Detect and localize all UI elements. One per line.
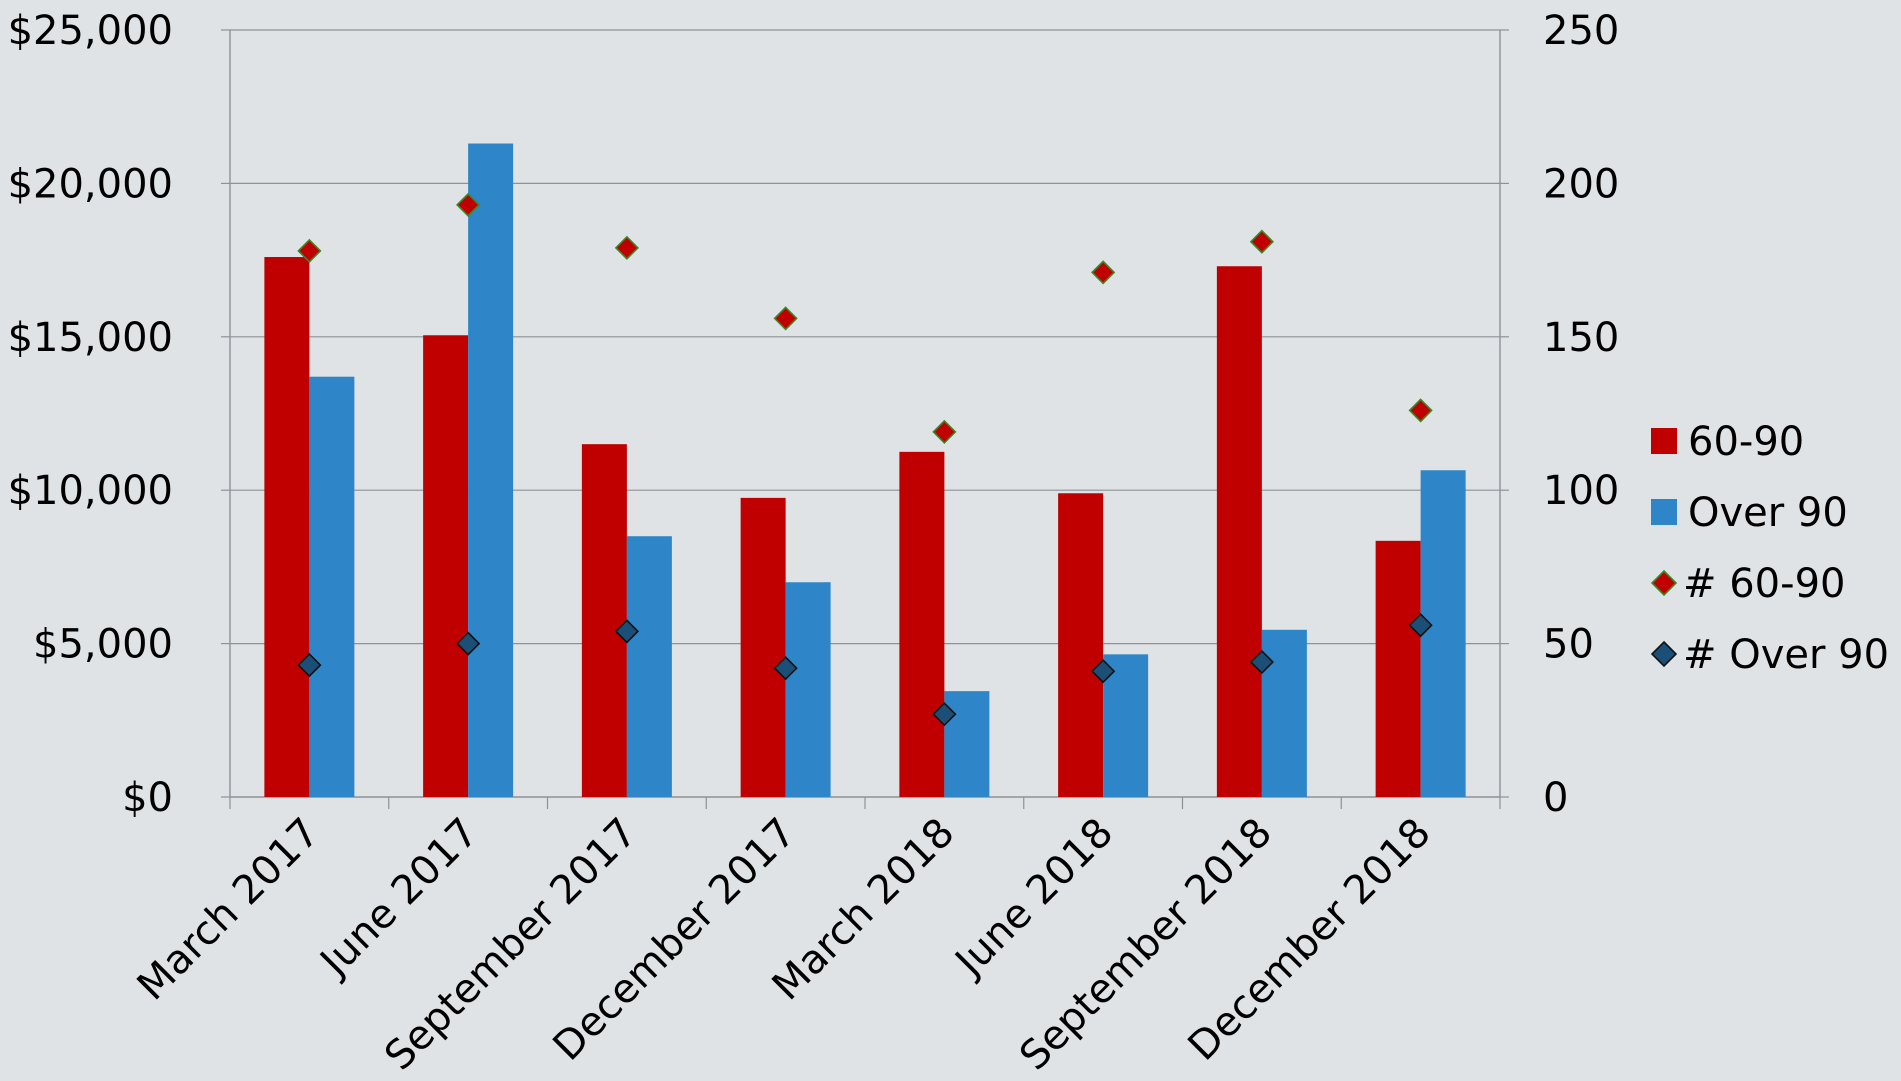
- legend-label--over-90: # Over 90: [1683, 632, 1889, 678]
- y-left-tick-label: $0: [122, 775, 173, 821]
- bar-60-90: [899, 451, 945, 797]
- bar-over-90: [1261, 629, 1307, 797]
- legend: 60-90 Over 90 # 60-90 # Over 90: [1650, 419, 1889, 678]
- bar-over-90: [468, 143, 514, 798]
- marker--60-90: [1408, 398, 1433, 423]
- markers: [297, 192, 1433, 727]
- legend-label-over-90: Over 90: [1688, 490, 1848, 536]
- bar-60-90: [1216, 266, 1262, 798]
- bar-60-90: [581, 444, 627, 797]
- marker--60-90: [1090, 260, 1116, 285]
- marker--over-90: [1090, 659, 1116, 684]
- bars: [264, 143, 1466, 798]
- bar-over-90: [785, 582, 831, 797]
- marker--60-90: [455, 192, 481, 218]
- bar-over-90: [309, 376, 355, 797]
- y-right-tick-label: 0: [1543, 775, 1568, 821]
- bar-over-90: [626, 536, 672, 797]
- marker--over-90: [1249, 649, 1275, 675]
- y-right-tick-label: 50: [1543, 622, 1594, 668]
- legend-label-60-90: 60-90: [1688, 419, 1804, 465]
- bar-over-90: [1420, 470, 1466, 797]
- marker--60-90: [614, 235, 640, 260]
- bar-60-90: [1375, 540, 1421, 797]
- gridlines: [230, 29, 1500, 645]
- bar-60-90: [264, 257, 310, 798]
- x-category-label: June 2018: [945, 810, 1122, 987]
- y-left-tick-label: $10,000: [8, 468, 173, 514]
- y-left-tick-label: $15,000: [8, 315, 173, 361]
- bar-60-90: [1058, 493, 1104, 797]
- y-left-tick-label: $20,000: [8, 161, 173, 207]
- marker--over-90: [773, 656, 798, 681]
- legend-label--60-90: # 60-90: [1683, 561, 1845, 607]
- marker--over-90: [455, 631, 481, 656]
- bar-60-90: [740, 497, 786, 797]
- legend-swatch-over-90: [1651, 499, 1677, 525]
- bar-60-90: [423, 335, 469, 797]
- marker--60-90: [297, 238, 322, 264]
- y-left-tick-label: $5,000: [33, 622, 173, 668]
- marker--over-90: [1408, 613, 1433, 638]
- legend-swatch-60-90: [1651, 428, 1677, 454]
- y-right-tick-label: 150: [1543, 315, 1619, 361]
- marker--60-90: [1249, 229, 1275, 254]
- marker--over-90: [614, 619, 640, 644]
- legend-swatch--over-90: [1650, 640, 1678, 668]
- y-right-tick-label: 100: [1543, 468, 1619, 514]
- x-category-label: March 2017: [129, 810, 329, 1010]
- marker--60-90: [932, 419, 957, 445]
- legend-swatch--60-90: [1650, 569, 1678, 597]
- marker--60-90: [773, 306, 798, 331]
- marker--over-90: [297, 652, 322, 678]
- y-right-tick-label: 200: [1543, 161, 1619, 207]
- bar-over-90: [1103, 654, 1149, 797]
- x-category-label: June 2017: [310, 810, 487, 987]
- bar-over-90: [944, 691, 990, 797]
- marker--over-90: [932, 702, 957, 727]
- axes: [221, 29, 1509, 809]
- y-right-tick-label: 250: [1543, 8, 1619, 54]
- y-left-tick-label: $25,000: [8, 8, 173, 54]
